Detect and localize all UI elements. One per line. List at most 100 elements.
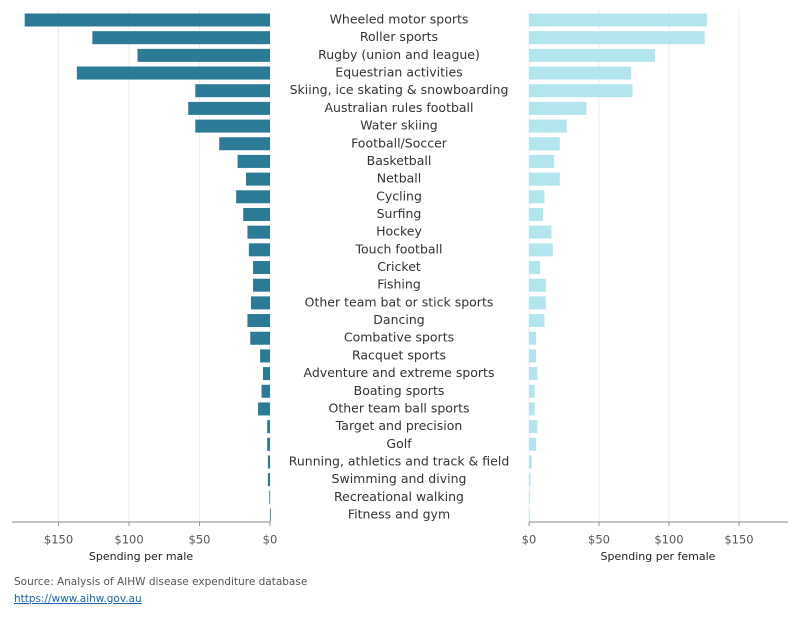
bar (267, 420, 270, 434)
bar (529, 101, 587, 115)
bar (237, 154, 270, 168)
category-label: Fitness and gym (348, 507, 450, 522)
bar (529, 455, 532, 469)
bar (236, 190, 270, 204)
bar (137, 48, 270, 62)
bar (529, 402, 535, 416)
bar (529, 437, 536, 451)
bar (529, 331, 536, 345)
bar (529, 243, 553, 257)
bar (529, 66, 632, 80)
bar (253, 261, 270, 275)
bar (246, 172, 270, 186)
category-label: Running, athletics and track & field (289, 454, 510, 469)
x-tick-label: $50 (189, 533, 211, 547)
axis-title: Spending per male (89, 550, 193, 563)
category-label: Roller sports (360, 29, 438, 44)
source-note: Source: Analysis of AIHW disease expendi… (14, 576, 307, 588)
bar (529, 225, 552, 239)
bar (267, 437, 270, 451)
category-label: Touch football (355, 241, 443, 256)
bar (188, 101, 270, 115)
bar (24, 13, 271, 27)
bar (529, 207, 543, 221)
bar (195, 119, 270, 133)
x-tick-label: $100 (654, 533, 683, 547)
bar (529, 119, 567, 133)
category-label: Other team ball sports (328, 400, 469, 415)
category-label: Other team bat or stick sports (305, 294, 494, 309)
bar (529, 84, 633, 98)
category-label: Australian rules football (324, 100, 473, 115)
category-label: Swimming and diving (332, 471, 467, 486)
bar (262, 367, 270, 381)
category-label: Cycling (376, 188, 422, 203)
category-label: Golf (386, 436, 412, 451)
bar (529, 278, 546, 292)
category-label: Water skiing (360, 118, 437, 133)
x-tick-label: $150 (724, 533, 753, 547)
x-tick-label: $150 (44, 533, 73, 547)
category-label: Surfing (377, 206, 422, 221)
category-label: Target and precision (335, 418, 463, 433)
bar (529, 172, 560, 186)
category-label: Netball (377, 171, 421, 186)
bar (529, 154, 555, 168)
bar (250, 296, 270, 310)
bar (247, 314, 270, 328)
bar (76, 66, 270, 80)
bar (529, 314, 545, 328)
bar (260, 349, 270, 363)
category-label: Adventure and extreme sports (304, 365, 495, 380)
bar (250, 331, 270, 345)
category-label: Rugby (union and league) (318, 47, 480, 62)
bar (529, 367, 538, 381)
category-label: Recreational walking (334, 489, 464, 504)
bar (529, 48, 655, 62)
category-label: Equestrian activities (335, 65, 462, 80)
bar (247, 225, 270, 239)
bar (92, 31, 270, 45)
x-tick-label: $0 (263, 533, 278, 547)
bar (219, 137, 270, 151)
bar (267, 473, 270, 487)
bar (269, 490, 271, 504)
category-label: Skiing, ice skating & snowboarding (290, 82, 509, 97)
x-tick-label: $50 (588, 533, 610, 547)
bar (529, 473, 531, 487)
bar (258, 402, 270, 416)
bar (529, 349, 536, 363)
bar (267, 455, 270, 469)
bar (195, 84, 270, 98)
category-label: Basketball (367, 153, 432, 168)
bar (529, 261, 541, 275)
category-label: Combative sports (344, 330, 454, 345)
bar (529, 384, 535, 398)
bar (243, 207, 270, 221)
x-tick-label: $100 (114, 533, 143, 547)
bar (529, 190, 545, 204)
bar (529, 31, 705, 45)
category-label: Boating sports (354, 383, 445, 398)
category-label: Wheeled motor sports (330, 12, 469, 27)
category-label: Hockey (376, 224, 422, 239)
category-label: Cricket (377, 259, 421, 274)
bar (529, 296, 546, 310)
bar (529, 508, 530, 522)
bar (529, 13, 707, 27)
bar (529, 490, 530, 504)
bar (529, 137, 560, 151)
x-tick-label: $0 (522, 533, 537, 547)
bar (261, 384, 270, 398)
bar (270, 508, 271, 522)
source-link[interactable]: https://www.aihw.gov.au (14, 593, 142, 605)
bar (253, 278, 270, 292)
category-label: Racquet sports (352, 347, 446, 362)
category-label: Fishing (377, 277, 421, 292)
bar (248, 243, 270, 257)
category-label: Dancing (373, 312, 424, 327)
axis-title: Spending per female (601, 550, 716, 563)
category-label: Football/Soccer (351, 135, 448, 150)
bar (529, 420, 538, 434)
